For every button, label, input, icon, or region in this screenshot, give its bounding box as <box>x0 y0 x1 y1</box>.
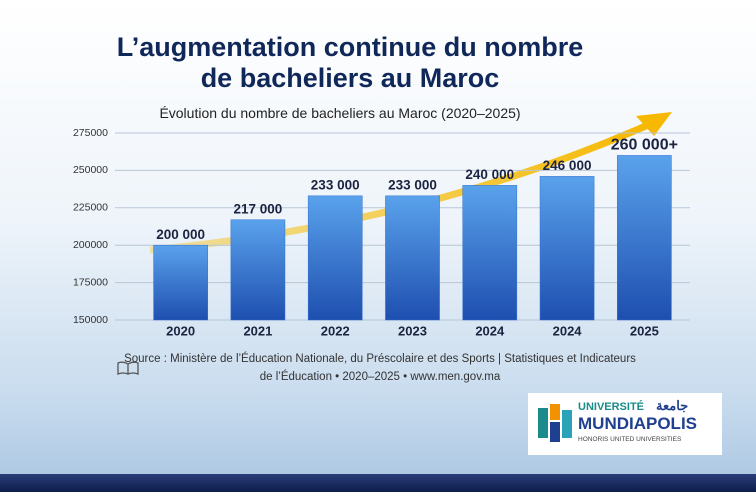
x-tick-label: 2024 <box>475 323 505 338</box>
source-line: Source : Ministère de l’Éducation Nation… <box>124 353 636 365</box>
logo: UNIVERSITÉ جامعة MUNDIAPOLIS HONORIS UNI… <box>528 393 722 455</box>
y-tick-label: 200000 <box>73 239 108 251</box>
bar <box>385 195 440 321</box>
x-tick-label: 2024 <box>553 323 583 338</box>
value-label: 260 000+ <box>611 137 678 154</box>
x-tick-label: 2022 <box>321 323 350 338</box>
logo-text: UNIVERSITÉ <box>578 401 645 413</box>
bar <box>462 185 518 321</box>
book-icon <box>117 361 139 375</box>
value-label: 240 000 <box>465 167 514 182</box>
chart-subtitle: Évolution du nombre de bacheliers au Mar… <box>159 105 521 121</box>
value-label: 200 000 <box>156 227 205 242</box>
x-tick-label: 2020 <box>166 323 195 338</box>
x-tick-label: 2023 <box>398 323 427 338</box>
logo-tagline: HONORIS UNITED UNIVERSITIES <box>578 436 682 443</box>
logo-name: MUNDIAPOLIS <box>578 414 697 433</box>
value-label: 217 000 <box>234 201 283 216</box>
value-label: 246 000 <box>543 158 592 173</box>
bar <box>153 244 208 321</box>
bar <box>230 219 286 321</box>
y-tick-label: 250000 <box>73 164 108 176</box>
logo-icon <box>538 404 572 442</box>
y-tick-label: 150000 <box>73 314 108 326</box>
value-label: 233 000 <box>388 177 437 192</box>
x-tick-label: 2025 <box>630 323 659 338</box>
bar <box>617 155 672 321</box>
footer-band <box>0 474 756 492</box>
bar <box>307 195 363 321</box>
y-tick-label: 175000 <box>73 276 108 288</box>
logo-arabic: جامعة <box>656 398 689 413</box>
bar <box>539 176 595 321</box>
y-tick-label: 225000 <box>73 202 108 214</box>
y-tick-label: 275000 <box>73 127 108 139</box>
chart-title: L’augmentation continue du nombre de bac… <box>116 32 584 93</box>
value-label: 233 000 <box>311 177 360 192</box>
arrow-head <box>636 112 672 136</box>
x-tick-label: 2021 <box>243 323 272 338</box>
source-line: de l’Éducation • 2020–2025 • www.men.gov… <box>259 371 501 383</box>
